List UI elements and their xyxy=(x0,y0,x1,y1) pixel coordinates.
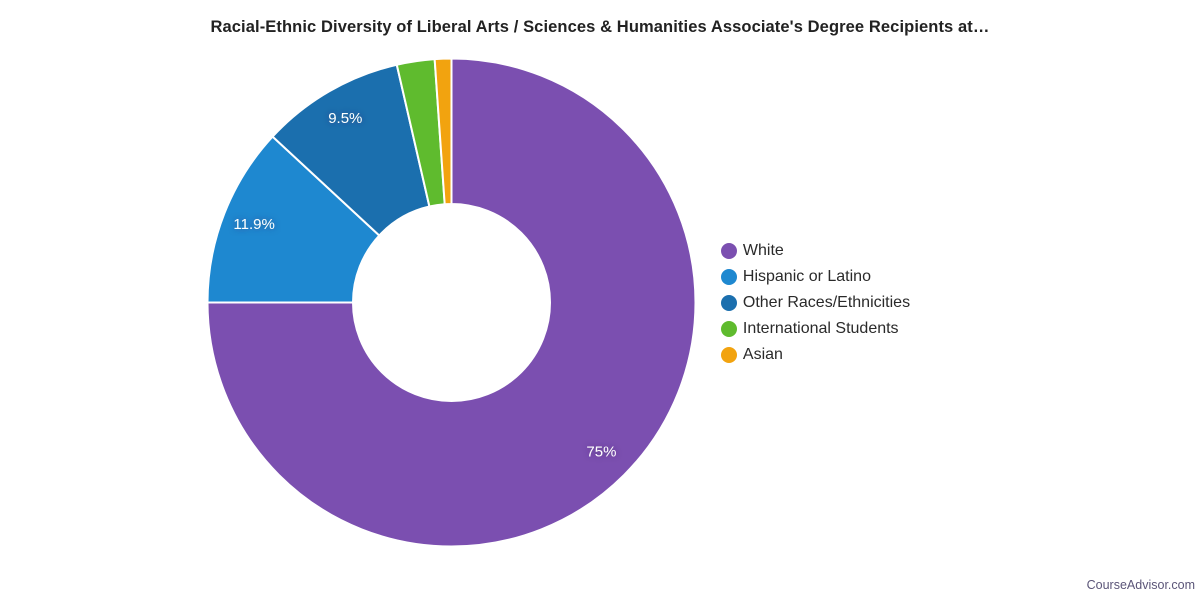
svg-text:75%: 75% xyxy=(586,443,616,460)
svg-text:9.5%: 9.5% xyxy=(328,110,362,127)
svg-text:11.9%: 11.9% xyxy=(233,216,274,233)
